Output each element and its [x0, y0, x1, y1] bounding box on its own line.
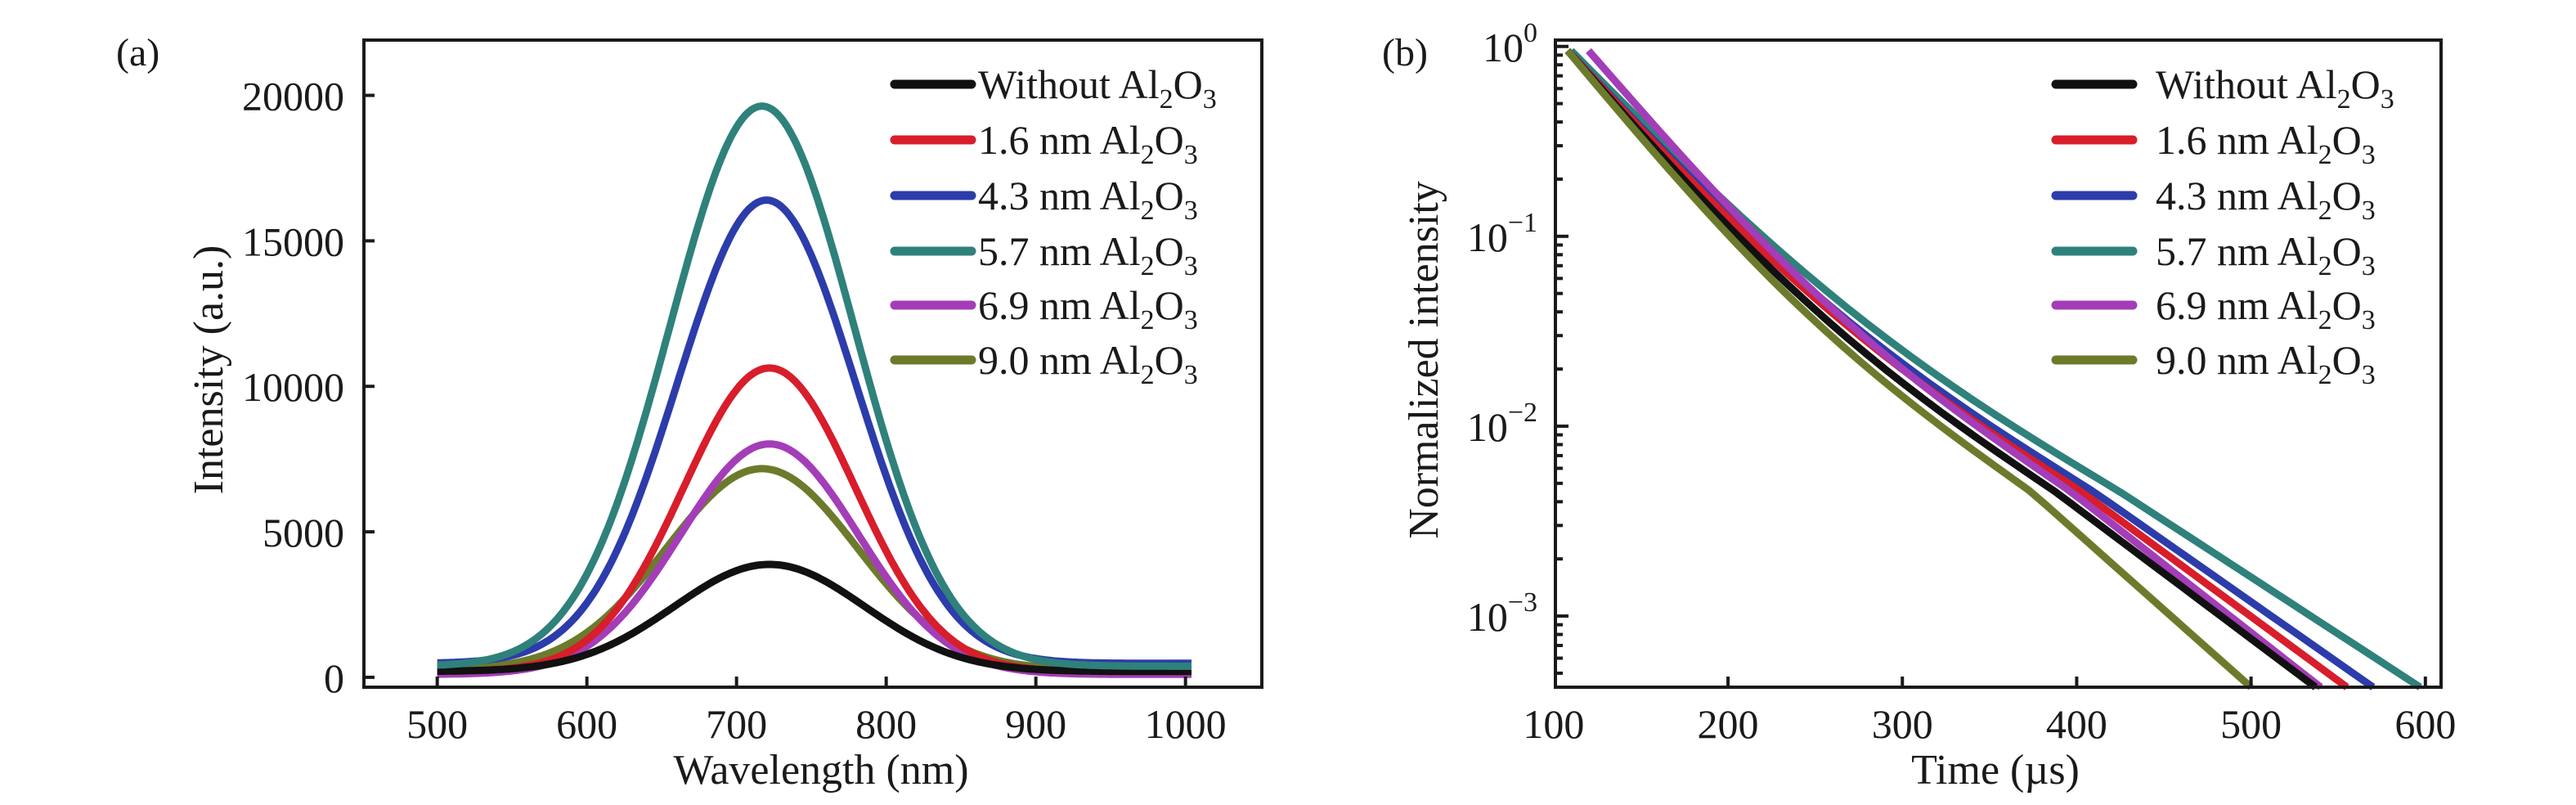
panel-a-legend-label: 1.6 nm Al2O3 [978, 117, 1198, 170]
panel-a-legend-item: 5.7 nm Al2O3 [890, 228, 1198, 281]
panel-a-y-tick-label: 15000 [242, 218, 344, 264]
panel-a-legend-label: 5.7 nm Al2O3 [978, 228, 1198, 281]
panel-a-x-tick-label: 700 [706, 701, 767, 747]
panel-a-plot-frame [362, 38, 1263, 689]
panel-a-legend-label: Without Al2O3 [978, 61, 1217, 115]
panel-b-x-ticks: 100 200 300 400 500 600 [1523, 677, 2456, 747]
panel-a-legend-label: 9.0 nm Al2O3 [978, 337, 1198, 390]
panel-b-plot-frame [1554, 38, 2443, 689]
panel-a-y-tick-label: 10000 [242, 364, 344, 410]
panel-a-legend-label: 6.9 nm Al2O3 [978, 282, 1198, 335]
panel-b-x-axis-title: Time (µs) [1911, 747, 2080, 794]
panel-a-y-tick-label: 0 [324, 655, 344, 701]
panel-a-series-line [436, 102, 1192, 670]
panel-b-y-tick-label: 10−3 [1467, 587, 1537, 640]
panel-b-legend-item: 9.0 nm Al2O3 [2051, 337, 2376, 390]
panel-b-label: (b) [1382, 31, 1428, 74]
panel-a-x-tick-label: 1000 [1145, 701, 1227, 747]
panel-a-series-line [436, 560, 1192, 676]
panel-b-y-ticks: 100 10−1 10−2 10−3 [1467, 18, 1568, 675]
panel-a-legend-item: Without Al2O3 [890, 61, 1217, 115]
panel-a-intensity-spectrum: (a) 500 600 700 800 900 1000 0 5000 10000 15000 2… [116, 31, 1263, 794]
panel-a-legend-label: 4.3 nm Al2O3 [978, 173, 1198, 226]
panel-a-x-tick-label: 900 [1005, 701, 1066, 747]
panel-b-series-line [1564, 47, 2318, 690]
panel-b-legend-label: 6.9 nm Al2O3 [2156, 282, 2376, 335]
panel-a-x-axis-title: Wavelength (nm) [673, 747, 968, 794]
panel-b-series-line [1564, 48, 2254, 690]
panel-a-legend-item: 6.9 nm Al2O3 [890, 282, 1198, 335]
panel-a-label: (a) [116, 31, 159, 74]
panel-b-legend-label: 4.3 nm Al2O3 [2156, 173, 2376, 226]
panel-a-y-tick-label: 5000 [263, 510, 344, 555]
panel-a-legend-item: 9.0 nm Al2O3 [890, 337, 1198, 390]
panel-a-y-ticks: 0 5000 10000 15000 20000 [242, 74, 375, 701]
panel-b-x-tick-label: 300 [1872, 701, 1933, 747]
panel-b-x-tick-label: 500 [2220, 701, 2282, 747]
panel-b-legend-label: Without Al2O3 [2156, 61, 2394, 115]
panel-a-x-ticks: 500 600 700 800 900 1000 [406, 677, 1227, 747]
panel-b-x-tick-label: 200 [1698, 701, 1759, 747]
panel-b-y-axis-title: Normalized intensity [1401, 181, 1447, 539]
panel-b-x-tick-label: 400 [2046, 701, 2107, 747]
panel-b-legend-label: 1.6 nm Al2O3 [2156, 117, 2376, 170]
panel-b-y-tick-label: 100 [1483, 18, 1537, 70]
panel-b-legend-item: 1.6 nm Al2O3 [2051, 117, 2376, 170]
panel-a-legend-item: 1.6 nm Al2O3 [890, 117, 1198, 170]
panel-b-legend-item: 4.3 nm Al2O3 [2051, 173, 2376, 226]
panel-a-x-tick-label: 800 [855, 701, 917, 747]
panel-b-series-line [1586, 47, 2323, 690]
panel-a-x-tick-label: 600 [556, 701, 617, 747]
panel-b-legend-label: 5.7 nm Al2O3 [2156, 228, 2376, 281]
panel-a-curves [436, 102, 1192, 678]
panel-a-legend-item: 4.3 nm Al2O3 [890, 173, 1198, 226]
panel-b-x-tick-label: 100 [1523, 701, 1584, 747]
panel-b-legend-item: 5.7 nm Al2O3 [2051, 228, 2376, 281]
panel-b-curves [1564, 47, 2422, 690]
panel-b-legend-item: 6.9 nm Al2O3 [2051, 282, 2376, 335]
panel-a-y-axis-title: Intensity (a.u.) [186, 245, 232, 495]
panel-b-decay-curves: (b) 100 200 300 400 500 600 100 10−1 10−2 10−3 T… [1382, 18, 2456, 794]
panel-b-legend-item: Without Al2O3 [2051, 61, 2394, 115]
panel-b-y-tick-label: 10−2 [1467, 398, 1537, 450]
panel-b-legend-label: 9.0 nm Al2O3 [2156, 337, 2376, 390]
panel-a-y-tick-label: 20000 [242, 74, 344, 119]
panel-b-y-tick-label: 10−1 [1467, 208, 1537, 260]
panel-b-x-tick-label: 600 [2394, 701, 2456, 747]
panel-a-x-tick-label: 500 [406, 701, 468, 747]
